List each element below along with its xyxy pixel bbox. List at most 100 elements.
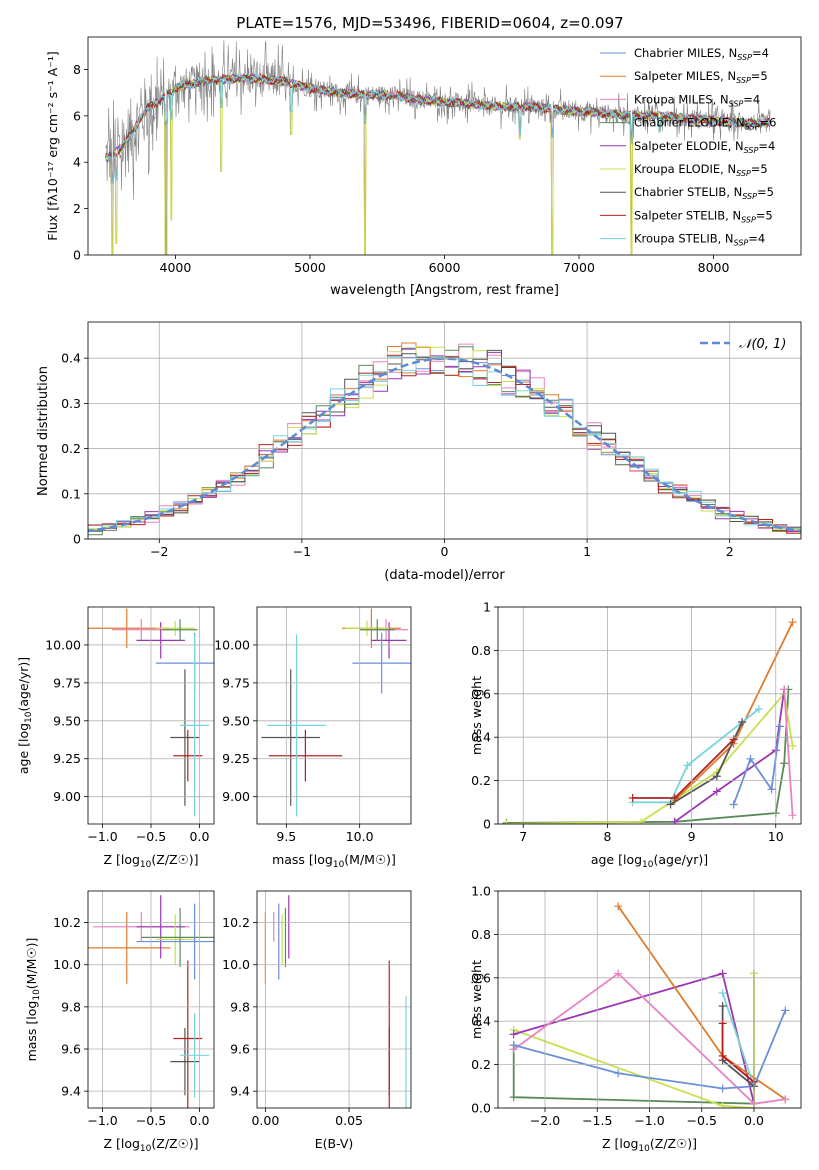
- legend-label: Chabrier STELIB, NSSP=5: [634, 185, 774, 201]
- x-tick-label: 7000: [563, 260, 595, 275]
- y-tick-label: 10.2: [222, 915, 250, 930]
- x-tick-label: −1.0: [634, 1113, 664, 1128]
- mass-weight-marker: [746, 754, 755, 763]
- mass-weight-marker: [718, 1084, 727, 1093]
- x-tick-label: 0.0: [190, 829, 210, 844]
- axes-frame: [87, 890, 215, 1109]
- x-tick-label: −1: [293, 544, 311, 559]
- y-tick-label: 0.2: [471, 773, 491, 788]
- x-tick-label: −0.5: [136, 1113, 166, 1128]
- x-axis-label: mass [log10(M/M☉)]: [272, 852, 396, 870]
- y-tick-label: 10.0: [53, 957, 81, 972]
- y-tick-label: 0: [73, 532, 81, 547]
- y-tick-label: 0.3: [61, 396, 81, 411]
- legend-label: 𝒩(0, 1): [739, 337, 786, 352]
- y-tick-label: 9.25: [222, 751, 250, 766]
- mass-weight-marker: [712, 787, 721, 796]
- y-tick-label: 0.4: [61, 351, 81, 366]
- plot-area: [264, 895, 407, 1108]
- y-tick-label: 9.25: [53, 751, 81, 766]
- axes-frame: [256, 606, 412, 825]
- mass-weight-marker: [670, 793, 679, 802]
- legend-label: Chabrier ELODIE, NSSP=6: [634, 116, 776, 132]
- x-tick-label: −1.5: [582, 1113, 612, 1128]
- y-tick-label: 2: [73, 201, 81, 216]
- y-tick-label: 0.4: [471, 1014, 491, 1029]
- y-tick-label: 0.0: [471, 1101, 491, 1116]
- axes-frame: [497, 890, 802, 1109]
- y-tick-label: 10.0: [222, 957, 250, 972]
- mass-weight-marker: [614, 969, 623, 978]
- axes-frame: [87, 321, 802, 540]
- model-spectrum-line-salpeter-stelib: [105, 73, 771, 184]
- y-tick-label: 0.2: [471, 1057, 491, 1072]
- y-tick-label: 9.00: [222, 789, 250, 804]
- mass-weight-marker: [718, 1019, 727, 1028]
- y-axis-label: mass weight: [469, 960, 484, 1039]
- x-tick-label: 4000: [160, 260, 192, 275]
- x-axis-label: Z [log10(Z/Z☉)]: [602, 1136, 697, 1154]
- y-tick-label: 9.8: [230, 999, 250, 1014]
- legend-label: Kroupa MILES, NSSP=4: [634, 92, 760, 108]
- y-tick-label: 0: [483, 817, 491, 832]
- legend: Chabrier MILES, NSSP=4 Salpeter MILES, NS…: [600, 46, 776, 248]
- y-tick-label: 1: [483, 600, 491, 615]
- figure-title: PLATE=1576, MJD=53496, FIBERID=0604, z=0…: [236, 14, 623, 32]
- mass-weight-line-chabrier-elodie: [512, 973, 755, 1105]
- plot-area: [88, 895, 214, 1108]
- mass-weight-marker: [738, 718, 747, 727]
- x-tick-label: −1.0: [87, 1113, 117, 1128]
- mass-weight-marker: [788, 618, 797, 627]
- axes-frame: [87, 36, 802, 256]
- y-tick-label: 9.75: [53, 675, 81, 690]
- mass-weight-marker: [729, 735, 738, 744]
- mass-weight-marker: [780, 685, 789, 694]
- y-tick-label: 9.50: [222, 713, 250, 728]
- mass-weight-marker: [502, 820, 511, 824]
- x-tick-label: 0: [441, 544, 449, 559]
- panel-6: −1.0 −0.5 0.0 9.4 9.6 9.8 10.0 10.2 Z [log10(Z/Z…: [24, 890, 215, 1154]
- mass-weight-marker: [637, 817, 646, 824]
- x-tick-label: 10.0: [346, 829, 374, 844]
- y-tick-label: 0.4: [471, 730, 491, 745]
- panel-5: 7 8 9 10 0 0.2 0.4 0.6 0.8 1 age [log10(age/yr)] ma…: [469, 600, 802, 870]
- mass-weight-line-kroupa-miles: [513, 972, 786, 1105]
- y-tick-label: 6: [73, 108, 81, 123]
- mass-weight-marker: [718, 1051, 727, 1060]
- x-tick-label: 0.0: [190, 1113, 210, 1128]
- x-axis-label: E(B-V): [315, 1136, 354, 1151]
- mass-weight-marker: [712, 772, 721, 781]
- x-tick-label: 8: [603, 829, 611, 844]
- x-tick-label: −2.0: [530, 1113, 560, 1128]
- legend-label: Salpeter ELODIE, NSSP=4: [634, 139, 775, 155]
- mass-weight-marker: [729, 800, 738, 809]
- mass-weight-marker: [754, 704, 763, 713]
- y-tick-label: 10.00: [45, 637, 81, 652]
- x-tick-label: −0.5: [136, 829, 166, 844]
- x-tick-label: 10: [768, 829, 784, 844]
- x-tick-label: 1: [583, 544, 591, 559]
- y-tick-label: 0.8: [471, 927, 491, 942]
- model-spectrum-line-salpeter-elodie: [105, 72, 771, 184]
- legend-label: Kroupa ELODIE, NSSP=5: [634, 162, 768, 178]
- x-axis-label: (data-model)/error: [384, 568, 505, 583]
- y-axis-label: age [log10(age/yr)]: [16, 657, 34, 774]
- x-axis-label: Z [log10(Z/Z☉)]: [103, 1136, 198, 1154]
- mass-weight-line-salpeter-miles: [674, 621, 794, 801]
- mass-weight-line-kroupa-miles: [783, 689, 794, 816]
- y-tick-label: 10.2: [53, 915, 81, 930]
- plot-area: [88, 608, 214, 817]
- mass-weight-marker: [509, 1093, 518, 1102]
- axes-frame: [256, 890, 412, 1109]
- mass-weight-marker: [718, 969, 727, 978]
- model-spectrum-line-kroupa-stelib: [105, 73, 771, 184]
- x-tick-label: 9: [688, 829, 696, 844]
- legend-label: Salpeter MILES, NSSP=5: [634, 69, 768, 85]
- y-axis-label: mass weight: [469, 676, 484, 755]
- y-tick-label: 9.8: [61, 999, 81, 1014]
- y-axis-label: Normed distribution: [36, 366, 51, 496]
- y-tick-label: 9.6: [61, 1042, 81, 1057]
- panel-8: −2.0 −1.5 −1.0 −0.5 0.0 0.0 0.2 0.4 0.6 0.8 1.0 Z […: [469, 884, 802, 1154]
- panel-7: 0.00 0.05 9.4 9.6 9.8 10.0 10.2 E(B-V): [222, 890, 412, 1151]
